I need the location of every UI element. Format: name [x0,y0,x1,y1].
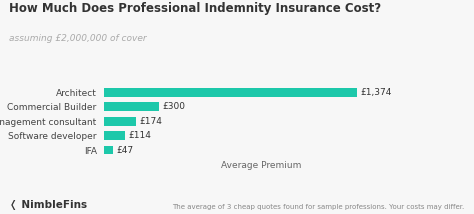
Text: £174: £174 [140,117,163,126]
Text: £114: £114 [128,131,152,140]
Text: £300: £300 [163,102,186,111]
Text: ❬ NimbleFins: ❬ NimbleFins [9,200,88,210]
Text: The average of 3 cheap quotes found for sample professions. Your costs may diffe: The average of 3 cheap quotes found for … [172,204,465,210]
Bar [104,88,357,97]
Bar [104,117,137,126]
Text: £1,374: £1,374 [360,88,392,97]
Bar [104,102,159,111]
Text: £47: £47 [116,146,133,155]
Bar [104,131,125,140]
Text: assuming £2,000,000 of cover: assuming £2,000,000 of cover [9,34,147,43]
X-axis label: Average Premium: Average Premium [220,160,301,169]
Text: How Much Does Professional Indemnity Insurance Cost?: How Much Does Professional Indemnity Ins… [9,2,382,15]
Bar [104,146,113,155]
